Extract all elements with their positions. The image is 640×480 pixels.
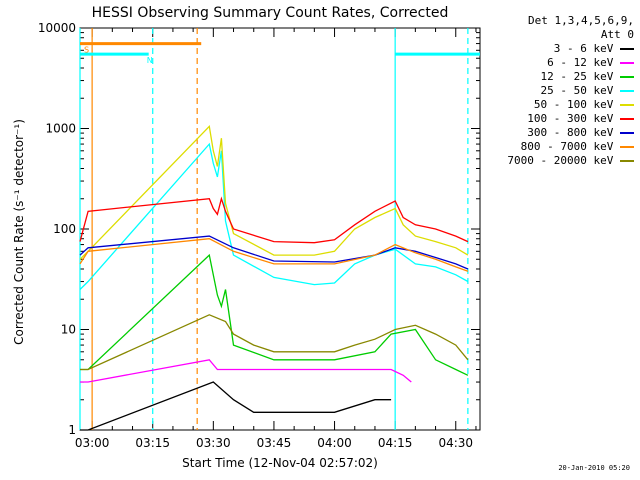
series-line xyxy=(79,125,469,260)
x-tick-label: 04:15 xyxy=(378,436,413,450)
legend-entry: 25 - 50 keV xyxy=(541,84,634,98)
legend-entry: 300 - 800 keV xyxy=(527,126,634,140)
legend-label: 25 - 50 keV xyxy=(540,84,620,97)
series-line xyxy=(79,238,469,272)
legend-entry: 100 - 300 keV xyxy=(527,112,634,126)
legend-swatch xyxy=(620,146,634,148)
flag-label: N xyxy=(147,56,153,65)
legend-swatch xyxy=(620,76,634,78)
x-axis-label: Start Time (12-Nov-04 02:57:02) xyxy=(182,456,378,470)
legend-label: 50 - 100 keV xyxy=(533,98,620,111)
x-tick-label: 04:00 xyxy=(317,436,352,450)
y-tick-label: 10000 xyxy=(38,21,76,35)
series-line xyxy=(79,235,469,270)
legend-label: 12 - 25 keV xyxy=(540,70,620,83)
legend-label: 3 - 6 keV xyxy=(553,42,620,55)
legend-swatch xyxy=(620,104,634,106)
legend-swatch xyxy=(620,62,634,64)
x-tick-label: 03:15 xyxy=(135,436,170,450)
series-line xyxy=(79,142,469,290)
x-tick-label: 03:30 xyxy=(196,436,231,450)
legend-entry: 7000 - 20000 keV xyxy=(507,154,634,168)
legend-entry: 12 - 25 keV xyxy=(541,70,634,84)
legend-label: 100 - 300 keV xyxy=(527,112,620,125)
y-axis-label: Corrected Count Rate (s⁻¹ detector⁻¹) xyxy=(12,119,26,345)
flag-label: S xyxy=(84,46,89,55)
y-tick-label: 10 xyxy=(61,323,76,337)
legend-entry: 800 - 7000 keV xyxy=(521,140,634,154)
plot-area: 1 10 100 1000 10000 03:00 03:15 03:30 03:45 04:00… xyxy=(38,21,481,450)
legend-label: 6 - 12 keV xyxy=(547,56,620,69)
y-tick-label: 1000 xyxy=(45,122,76,136)
legend-swatch xyxy=(620,48,634,50)
series-line xyxy=(79,196,469,244)
legend-swatch xyxy=(620,90,634,92)
legend-header: Att 0 xyxy=(600,28,634,41)
y-tick-label: 1 xyxy=(68,423,76,437)
series-line xyxy=(80,314,469,371)
series-line xyxy=(80,253,469,376)
x-tick-label: 03:00 xyxy=(75,436,110,450)
footer-timestamp: 20-Jan-2010 05:20 xyxy=(558,464,630,472)
legend-label: 800 - 7000 keV xyxy=(520,140,620,153)
chart-title: HESSI Observing Summary Count Rates, Cor… xyxy=(92,5,449,21)
y-tick-label: 100 xyxy=(53,222,76,236)
x-tick-label: 04:30 xyxy=(438,436,473,450)
legend-entry: 50 - 100 keV xyxy=(534,98,634,112)
legend-swatch xyxy=(620,160,634,162)
legend-label: 300 - 800 keV xyxy=(527,126,620,139)
series-line xyxy=(80,359,412,383)
legend-entry: 6 - 12 keV xyxy=(547,56,634,70)
x-tick-label: 03:45 xyxy=(257,436,292,450)
legend-label: 7000 - 20000 keV xyxy=(507,154,620,167)
legend-header: Det 1,3,4,5,6,9, xyxy=(528,14,634,27)
legend-swatch xyxy=(620,132,634,134)
series-line xyxy=(80,381,392,431)
legend-entry: 3 - 6 keV xyxy=(554,42,634,56)
legend-swatch xyxy=(620,118,634,120)
